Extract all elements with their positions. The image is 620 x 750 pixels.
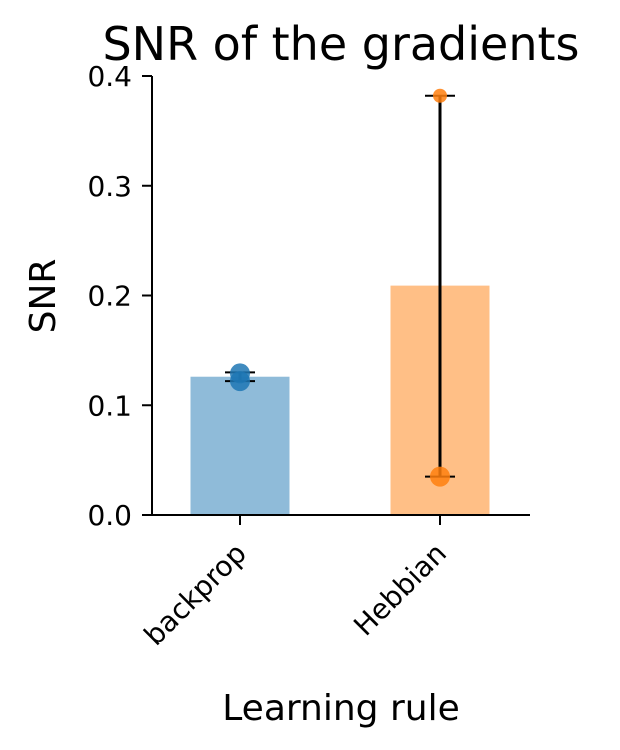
- data-point-backprop-1: [230, 363, 250, 384]
- data-point-hebbian-0: [430, 466, 450, 487]
- y-tick-label: 0.4: [87, 60, 132, 93]
- y-tick-label: 0.1: [87, 389, 132, 422]
- y-tick-label: 0.0: [87, 499, 132, 532]
- x-tick-label: Hebbian: [347, 537, 453, 643]
- y-tick-label: 0.3: [87, 170, 132, 203]
- y-axis-label: SNR: [23, 259, 64, 334]
- x-axis-label: Learning rule: [222, 688, 460, 729]
- x-tick-label: backprop: [138, 537, 253, 652]
- bar-backprop: [190, 376, 290, 515]
- chart-title: SNR of the gradients: [102, 17, 579, 71]
- data-point-hebbian-1: [433, 88, 447, 103]
- y-tick-label: 0.2: [87, 280, 132, 313]
- plot-area: 0.0 0.1 0.2 0.3 0.4 backprop Hebbian: [87, 60, 530, 652]
